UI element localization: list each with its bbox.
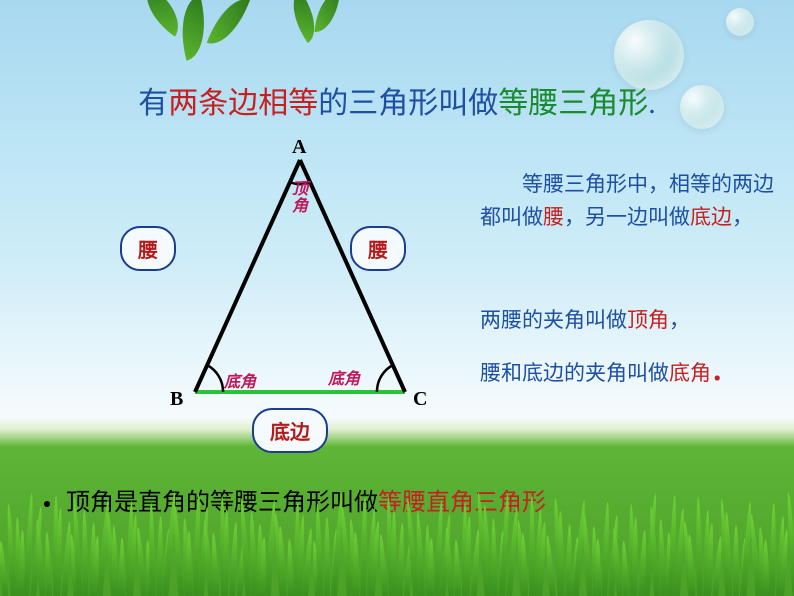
title-part: 两条边相等 xyxy=(168,87,318,120)
bubble-decoration xyxy=(726,8,754,36)
vertex-b-label: B xyxy=(170,388,183,411)
apex-angle-label: 顶角 xyxy=(292,182,308,216)
title-part: 等腰三角形 xyxy=(498,87,648,120)
bullet-definition: 顶角是直角的等腰三角形叫做等腰直角三角形 xyxy=(44,482,546,517)
vertex-c-label: C xyxy=(413,388,427,411)
definition-para-1: 等腰三角形中，相等的两边都叫做腰，另一边叫做底边， xyxy=(480,168,775,233)
text-fragment: 底角 xyxy=(669,361,711,385)
vertex-a-label: A xyxy=(292,136,306,159)
title-part: . xyxy=(648,87,656,120)
text-fragment: ． xyxy=(711,357,737,386)
definition-para-2: 两腰的夹角叫做顶角， xyxy=(480,304,775,337)
base-angle-left-label: 底角 xyxy=(224,368,256,392)
text-fragment: ， xyxy=(669,308,690,332)
text-fragment: ，另一边叫做 xyxy=(564,205,690,229)
base-angle-right-label: 底角 xyxy=(328,365,360,389)
text-fragment: 顶角是直角的等腰三角形叫做 xyxy=(66,490,378,516)
bullet-icon xyxy=(44,501,50,507)
left-leg-callout: 腰 xyxy=(120,226,176,271)
triangle-diagram: A B C 顶角 /* will fill vertical two-char … xyxy=(160,140,440,440)
text-fragment: 等腰直角三角形 xyxy=(378,490,546,516)
right-leg-callout: 腰 xyxy=(350,226,406,271)
base-edge-callout: 底边 xyxy=(252,408,328,453)
text-fragment: 顶角 xyxy=(627,308,669,332)
text-fragment: 底边 xyxy=(690,205,732,229)
text-fragment: 腰和底边的夹角叫做 xyxy=(480,361,669,385)
definition-para-3: 腰和底边的夹角叫做底角． xyxy=(480,352,775,392)
text-fragment: 两腰的夹角叫做 xyxy=(480,308,627,332)
text-fragment: ， xyxy=(732,205,753,229)
title-part: 有 xyxy=(138,87,168,120)
title-part: 的三角形叫做 xyxy=(318,87,498,120)
text-fragment: 腰 xyxy=(543,205,564,229)
page-title: 有两条边相等的三角形叫做等腰三角形. xyxy=(0,78,794,122)
